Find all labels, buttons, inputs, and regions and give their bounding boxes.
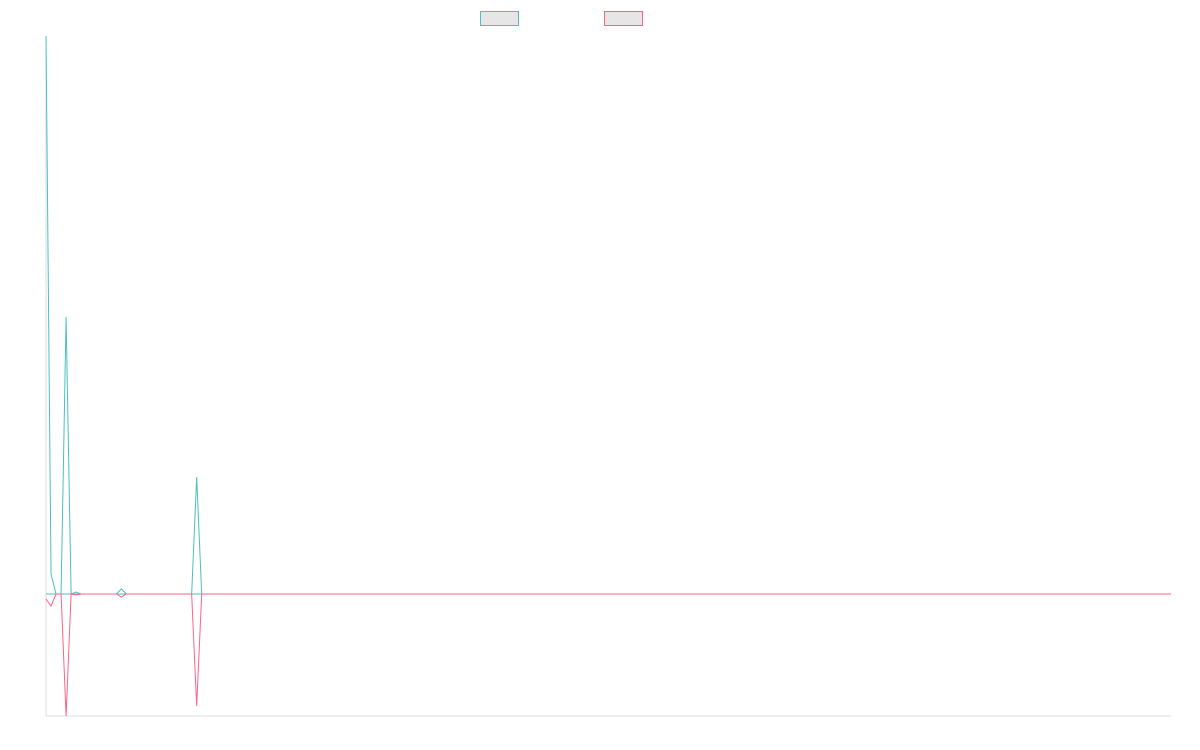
series-line-2[interactable] xyxy=(45,593,1171,717)
legend-swatch-series-2 xyxy=(604,10,643,26)
series-line-1[interactable] xyxy=(45,35,1171,595)
legend-item-series-1[interactable] xyxy=(480,9,525,27)
legend-swatch-series-1 xyxy=(480,10,519,26)
legend-item-series-2[interactable] xyxy=(604,9,649,27)
legend xyxy=(0,9,1200,27)
series-layer xyxy=(45,35,1171,717)
